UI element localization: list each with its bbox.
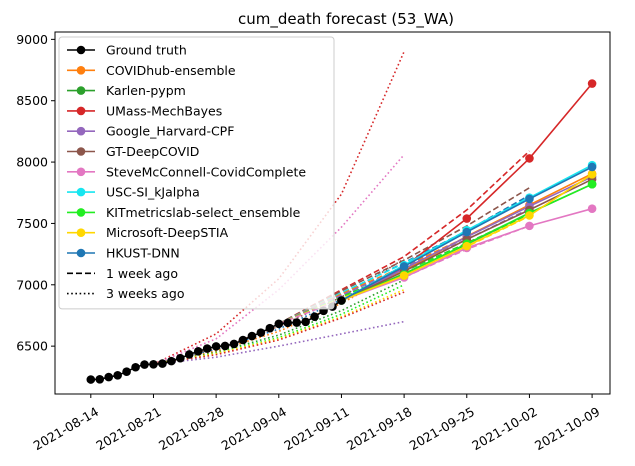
ground-truth-point [274,319,284,329]
x-tick-label: 2021-09-18 [344,404,414,453]
forecast-3w-line-9 [153,320,405,366]
legend-box [58,36,335,310]
series-point-umass-mechbayes [525,154,534,163]
ground-truth-point [149,360,158,369]
legend-label: SteveMcConnell-CovidComplete [106,164,306,179]
x-tick-label: 2021-08-28 [156,404,226,453]
y-tick-label: 7500 [16,216,48,231]
ground-truth-point [283,318,293,328]
legend-marker [76,126,86,136]
forecast-3w-line-0 [153,51,405,366]
ground-truth-point [184,350,194,359]
ground-truth-point [202,344,212,353]
legend-marker [76,208,86,217]
ground-truth-point [229,339,239,349]
ground-truth-point [193,346,203,356]
series-point-hkust-dnn [587,162,597,172]
y-tick-label: 8000 [16,155,48,170]
series-point-microsoft-deepstia [462,241,472,251]
legend-marker [76,248,86,258]
series-point-umass-mechbayes [462,214,472,223]
legend-marker [76,147,86,156]
x-tick-label: 2021-08-14 [31,404,101,453]
legend-label: UMass-MechBayes [106,103,222,118]
series-point-hkust-dnn [462,227,472,237]
ground-truth-point [292,318,301,327]
ground-truth-point [265,323,275,333]
series-point-stevemcconnell-covidcomplete [525,221,534,231]
legend-marker [76,86,86,95]
ground-truth-point [310,312,319,321]
legend-marker [76,228,86,237]
legend-label: Karlen-pypm [106,83,186,98]
x-tick-label: 2021-10-09 [532,404,602,453]
x-tick-label: 2021-10-02 [469,404,539,453]
x-tick-label: 2021-09-04 [219,404,289,453]
legend-marker [76,187,86,197]
ground-truth-point [122,367,131,376]
legend-label: Google_Harvard-CPF [106,124,234,139]
ground-truth-point [337,296,346,305]
chart-title: cum_death forecast (53_WA) [238,10,454,29]
legend-label: KITmetricslab-select_ensemble [106,205,301,220]
legend-label: 1 week ago [106,266,178,281]
y-tick-label: 8500 [16,93,48,108]
series-point-hkust-dnn [525,194,534,204]
ground-truth-point [238,335,248,345]
ground-truth-point [95,374,105,384]
x-tick-label: 2021-09-25 [407,404,477,453]
legend-marker [76,45,86,55]
series-point-hkust-dnn [399,262,409,271]
x-tick-label: 2021-09-11 [281,404,351,453]
legend: Ground truth COVIDhub-ensemble Karlen-pypm… [58,36,335,310]
ground-truth-point [220,341,230,351]
legend-marker [76,66,86,75]
series-point-microsoft-deepstia [587,170,597,179]
ground-truth-point [158,359,167,368]
ground-truth-point [167,356,176,366]
ground-truth-point [256,328,266,337]
ground-truth-point [113,371,122,380]
series-point-umass-mechbayes [587,79,597,88]
ground-truth-point [176,353,185,363]
legend-marker [76,167,86,177]
legend-marker [76,106,86,116]
series-point-kitmetricslab-select-ensemble [587,179,597,189]
legend-label: 3 weeks ago [106,286,185,301]
x-tick-label: 2021-08-21 [93,404,163,453]
legend-label: COVIDhub-ensemble [106,63,236,78]
series-point-microsoft-deepstia [399,271,409,280]
legend-label: HKUST-DNN [106,246,180,261]
y-tick-label: 9000 [16,32,48,47]
ground-truth-point [247,331,257,341]
ground-truth-point [131,362,140,372]
ground-truth-point [211,342,221,351]
legend-label: GT-DeepCOVID [106,144,199,159]
forecast-3w-line-8 [153,291,405,366]
ground-truth-point [140,360,149,369]
ground-truth-point [301,317,310,327]
ground-truth-point [86,375,96,384]
legend-label: USC-SI_kJalpha [106,185,200,200]
plot-frame [54,31,611,395]
legend-label: Ground truth [106,43,187,58]
series-point-stevemcconnell-covidcomplete [587,204,597,214]
series-point-microsoft-deepstia [525,211,534,220]
y-tick-label: 7000 [16,277,48,292]
legend-label: Microsoft-DeepSTIA [106,225,229,240]
ground-truth-point [104,372,114,382]
y-tick-label: 6500 [16,339,48,354]
